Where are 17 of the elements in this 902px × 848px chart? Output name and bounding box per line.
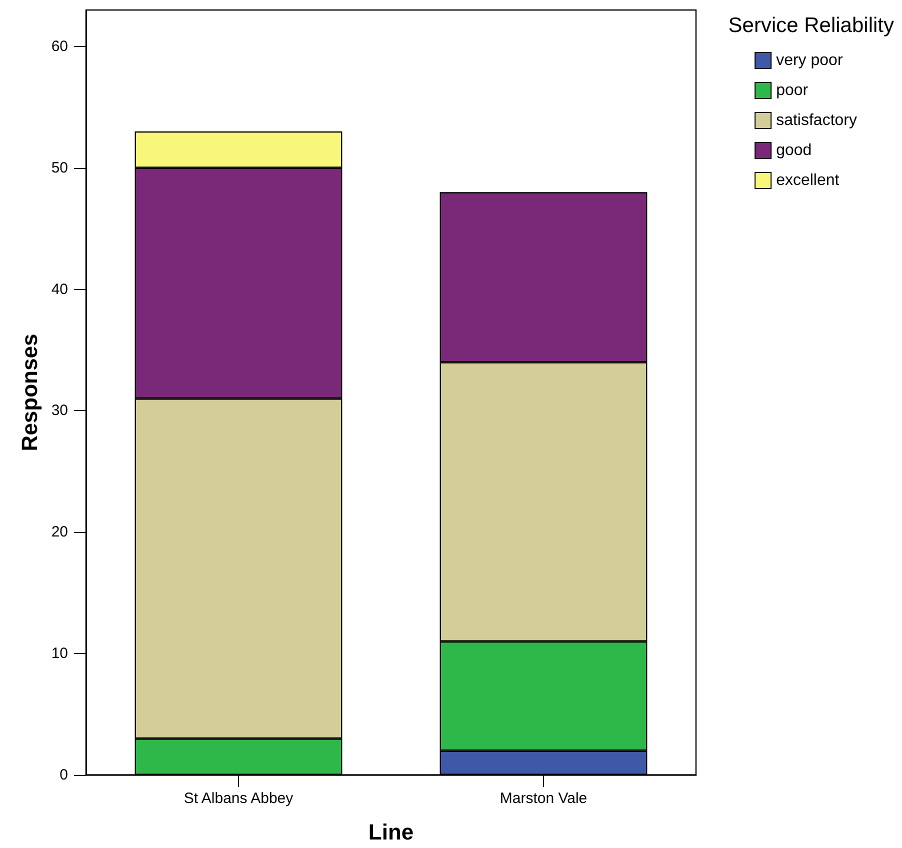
y-tick-label: 0	[60, 766, 68, 784]
x-axis-title: Line	[368, 820, 414, 844]
x-tick-label: St Albans Abbey	[184, 790, 294, 807]
legend-title: Service Reliability	[728, 14, 894, 37]
legend-label: satisfactory	[776, 112, 858, 129]
legend-label: excellent	[776, 172, 840, 189]
y-tick-label: 50	[51, 159, 68, 176]
y-tick-label: 10	[51, 645, 68, 662]
y-tick-label: 60	[51, 38, 68, 55]
y-tick-label: 40	[51, 280, 68, 298]
legend-label: very poor	[776, 52, 844, 69]
legend-label: good	[776, 142, 812, 159]
y-tick-label: 20	[51, 524, 68, 541]
legend-label: poor	[776, 82, 809, 99]
y-axis-title: Responses	[16, 334, 42, 452]
x-tick-label: Marston Vale	[500, 790, 588, 807]
y-tick-label: 30	[51, 402, 68, 420]
